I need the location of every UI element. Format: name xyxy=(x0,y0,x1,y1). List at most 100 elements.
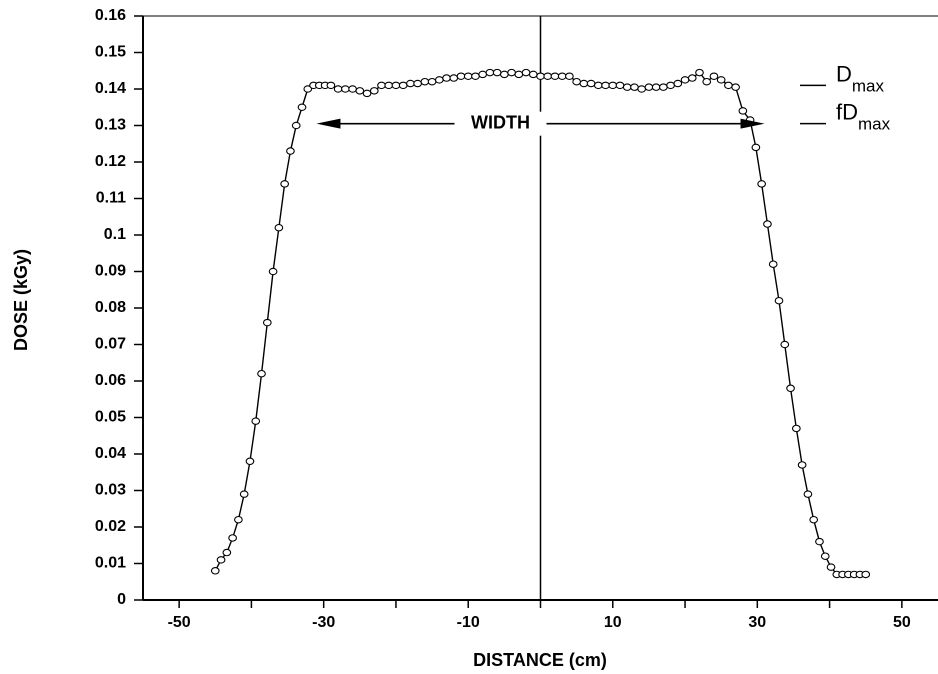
width-arrowhead-left xyxy=(316,118,341,129)
y-tick-label: 0.15 xyxy=(95,44,126,61)
width-label-background xyxy=(458,111,543,136)
data-point xyxy=(751,143,761,152)
x-tick-label: -50 xyxy=(168,614,191,631)
data-point xyxy=(630,83,639,91)
data-point xyxy=(724,81,733,90)
data-point xyxy=(637,85,647,93)
data-point xyxy=(485,68,495,77)
y-tick-label: 0.08 xyxy=(95,299,126,316)
data-point xyxy=(257,369,266,378)
data-point xyxy=(391,81,401,90)
data-point xyxy=(521,68,531,77)
data-point xyxy=(333,85,343,93)
data-point xyxy=(543,72,553,80)
data-point xyxy=(210,567,220,575)
y-tick-label: 0.11 xyxy=(96,190,126,207)
data-point xyxy=(579,79,589,88)
data-point xyxy=(434,76,444,84)
y-tick-label: 0.07 xyxy=(95,336,126,353)
data-point xyxy=(362,89,372,98)
data-point xyxy=(565,72,574,80)
data-point xyxy=(666,81,675,90)
data-point xyxy=(687,74,697,82)
data-point xyxy=(826,563,836,571)
data-point xyxy=(608,81,618,90)
data-point xyxy=(702,77,712,86)
data-point xyxy=(780,340,790,349)
data-point xyxy=(763,220,772,228)
data-point xyxy=(659,83,668,91)
y-tick-label: 0.06 xyxy=(95,372,126,389)
data-point xyxy=(280,180,290,188)
y-tick-label: 0.05 xyxy=(95,409,126,426)
x-ticks: -50 -30 -10 10 30 50 xyxy=(168,600,911,631)
data-point xyxy=(234,515,243,524)
data-point xyxy=(768,260,778,268)
data-point xyxy=(644,83,654,91)
data-point xyxy=(803,490,813,498)
data-point xyxy=(326,81,336,90)
data-point xyxy=(406,79,415,88)
y-tick-label: 0.03 xyxy=(95,482,126,499)
data-point xyxy=(791,424,801,433)
legend-label-main: fD xyxy=(836,100,858,125)
data-point xyxy=(341,85,350,93)
data-point xyxy=(673,79,683,88)
data-point xyxy=(478,70,488,79)
data-point xyxy=(815,537,824,546)
data-point xyxy=(239,490,249,498)
legend-label: Dmax xyxy=(836,61,885,95)
data-point xyxy=(471,72,480,80)
data-point xyxy=(456,72,466,80)
y-tick-label: 0.09 xyxy=(95,263,126,280)
x-tick-label: 50 xyxy=(893,614,911,631)
data-point xyxy=(274,223,284,232)
data-point xyxy=(861,570,871,579)
y-tick-label: 0 xyxy=(117,591,126,608)
y-tick-label: 0.01 xyxy=(95,555,126,572)
data-point xyxy=(463,72,473,80)
data-point xyxy=(427,77,437,86)
y-tick-label: 0.16 xyxy=(95,7,126,24)
data-point xyxy=(716,76,726,84)
x-tick-label: 30 xyxy=(748,614,766,631)
data-point xyxy=(245,457,255,466)
data-point xyxy=(774,296,784,305)
x-tick-label: -30 xyxy=(312,614,335,631)
legend-label: fDmax xyxy=(836,100,891,134)
markers-group xyxy=(210,68,871,579)
width-label: WIDTH xyxy=(471,112,530,132)
y-axis-label: DOSE (kGy) xyxy=(11,249,31,351)
data-point xyxy=(695,68,704,77)
data-point xyxy=(222,548,232,557)
data-point xyxy=(420,77,430,86)
data-point xyxy=(572,77,581,86)
y-tick-label: 0.13 xyxy=(95,117,126,134)
data-point xyxy=(492,68,502,77)
data-point xyxy=(786,384,795,393)
data-point xyxy=(268,267,278,276)
data-point xyxy=(809,515,819,524)
data-point xyxy=(601,81,610,90)
data-point xyxy=(377,81,386,90)
width-arrowhead-right xyxy=(740,118,765,129)
data-point xyxy=(557,72,567,80)
legend-label-sub: max xyxy=(852,76,885,95)
width-annotation: WIDTH xyxy=(316,111,765,136)
data-point xyxy=(291,121,301,130)
legend-label-sub: max xyxy=(858,115,891,134)
data-point xyxy=(593,81,603,90)
data-point xyxy=(757,180,767,188)
x-axis-label: DISTANCE (cm) xyxy=(473,650,607,670)
data-point xyxy=(680,76,690,84)
data-point xyxy=(514,70,524,79)
data-point xyxy=(355,87,365,95)
data-point xyxy=(251,417,261,425)
data-point xyxy=(507,68,516,77)
y-tick-label: 0.02 xyxy=(95,518,126,535)
y-ticks: 0 0.01 0.02 0.03 0.04 0.05 0.06 0.07 0.08 0.09 0.1… xyxy=(95,7,143,608)
data-point xyxy=(369,87,379,95)
data-point xyxy=(449,74,459,82)
data-point xyxy=(286,147,295,155)
